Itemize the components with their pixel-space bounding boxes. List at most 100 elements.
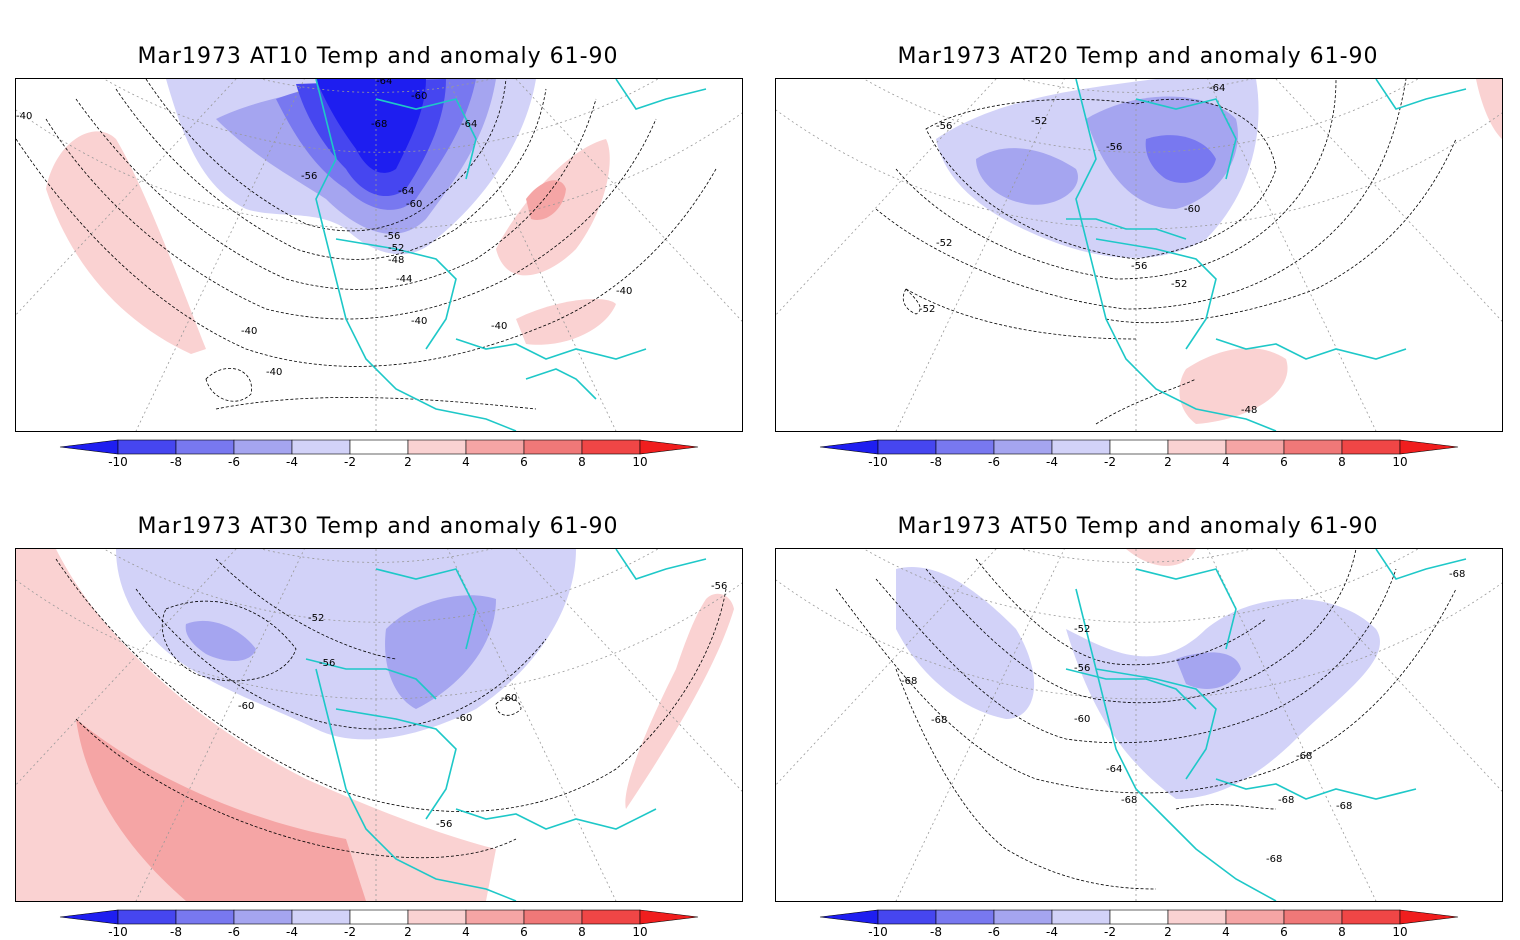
colorbar-arrow-left	[59, 439, 119, 455]
graticule	[16, 79, 742, 431]
coastlines	[305, 549, 707, 901]
colorbar-tick-label: 8	[578, 925, 586, 939]
contour-label: -64	[1209, 83, 1225, 94]
contour-label: -60	[1074, 714, 1090, 725]
colorbar-tick-label: 6	[520, 455, 528, 469]
colorbar-tick-label: -4	[1046, 925, 1058, 939]
colorbar-arrow-right	[639, 909, 699, 925]
colorbar-segment	[1167, 909, 1227, 925]
colorbar-tick-label: 10	[632, 455, 647, 469]
colorbar-tick-label: -6	[228, 455, 240, 469]
colorbar-tick-label: -6	[988, 455, 1000, 469]
contour-labels: -56 -52 -56 -60 -60 -60 -56	[238, 581, 727, 830]
anomaly-negative-region	[1066, 599, 1380, 799]
temperature-contours	[55, 558, 727, 859]
contour-label: -68	[1266, 854, 1282, 865]
colorbar-tick-label: -2	[1104, 455, 1116, 469]
colorbar-tick-label: -8	[170, 455, 182, 469]
map-svg: -68 -52 -56 -68 -68 -60 -64 -68 -68 -68 …	[776, 549, 1502, 901]
contour-label: -52	[1171, 279, 1187, 290]
colorbar-segment	[1109, 439, 1169, 455]
contour-label: -68	[1121, 795, 1137, 806]
contour-label: -68	[371, 119, 387, 130]
contour-label: -60	[1184, 204, 1200, 215]
colorbar-tick-label: 8	[1338, 925, 1346, 939]
contour-label: -56	[319, 658, 335, 669]
colorbar-segment	[117, 909, 177, 925]
anomaly-positive-region	[46, 131, 206, 354]
colorbar-tick-label: 6	[1280, 925, 1288, 939]
colorbar-segment	[993, 909, 1053, 925]
anomaly-negative-region	[896, 567, 1035, 719]
anomaly-negative-region	[1176, 652, 1241, 689]
colorbar-arrow-left	[59, 909, 119, 925]
colorbar-segment	[291, 439, 351, 455]
colorbar-segment	[935, 439, 995, 455]
colorbar-segment	[233, 909, 293, 925]
colorbar: -10 -8 -6 -4 -2 2 4 6 8 10	[819, 439, 1459, 469]
colorbar: -10 -8 -6 -4 -2 2 4 6 8 10	[59, 439, 699, 469]
colorbar-tick-label: -6	[228, 925, 240, 939]
contour-label: -52	[1031, 116, 1047, 127]
colorbar-tick-label: 4	[1222, 925, 1230, 939]
contour-label: -40	[491, 321, 507, 332]
contour-label: -40	[241, 326, 257, 337]
colorbar-tick-label: -10	[108, 455, 128, 469]
contour-label: -40	[616, 286, 632, 297]
map-frame: -64 -60 -68 -64 -56 -64 -60 -56 -52 -48 …	[15, 78, 743, 432]
contour-label: -56	[1106, 142, 1122, 153]
colorbar-segment	[1109, 909, 1169, 925]
colorbar-segment	[877, 909, 937, 925]
colorbar-tick-label: -2	[344, 925, 356, 939]
colorbar-tick-label: -4	[1046, 455, 1058, 469]
colorbar-tick-label: 4	[462, 455, 470, 469]
colorbar-tick-label: -6	[988, 925, 1000, 939]
colorbar-tick-label: -10	[108, 925, 128, 939]
colorbar-tick-label: 8	[1338, 455, 1346, 469]
contour-label: -68	[1449, 569, 1465, 580]
colorbar-segment	[581, 439, 641, 455]
contour-label: -60	[501, 693, 517, 704]
colorbar-segment	[349, 909, 409, 925]
contour-label: -52	[308, 613, 324, 624]
contour-label: -56	[1074, 663, 1090, 674]
colorbar-segment	[233, 439, 293, 455]
colorbar-segment	[1167, 439, 1227, 455]
contour-labels: -64 -60 -68 -64 -56 -64 -60 -56 -52 -48 …	[16, 79, 632, 378]
temperature-contours	[875, 79, 1457, 425]
colorbar-tick-label: -4	[286, 925, 298, 939]
contour-label: -48	[1241, 405, 1257, 416]
panel-title: Mar1973 AT30 Temp and anomaly 61-90	[137, 514, 619, 539]
colorbar-tick-label: -10	[868, 925, 888, 939]
contour-label: -60	[238, 701, 254, 712]
anomaly-negative-region	[1145, 135, 1216, 183]
contour-label: -68	[1296, 751, 1312, 762]
contour-labels: -68 -52 -56 -68 -68 -60 -64 -68 -68 -68 …	[901, 569, 1465, 865]
colorbar-tick-label: 4	[1222, 455, 1230, 469]
colorbar-tick-label: 10	[1392, 925, 1407, 939]
colorbar-tick-label: 2	[1164, 925, 1172, 939]
contour-label: -52	[919, 304, 935, 315]
colorbar: -10 -8 -6 -4 -2 2 4 6 8 10	[819, 909, 1459, 939]
contour-label: -56	[436, 819, 452, 830]
colorbar: -10 -8 -6 -4 -2 2 4 6 8 10	[59, 909, 699, 939]
colorbar-segment	[1283, 439, 1343, 455]
colorbar-tick-label: 8	[578, 455, 586, 469]
contour-label: -56	[936, 121, 952, 132]
contour-label: -64	[398, 186, 414, 197]
map-svg: -56 -52 -56 -60 -60 -60 -56	[16, 549, 742, 901]
panel-title: Mar1973 AT10 Temp and anomaly 61-90	[137, 44, 619, 69]
colorbar-segment	[1225, 909, 1285, 925]
contour-label: -40	[411, 316, 427, 327]
contour-label: -64	[461, 119, 477, 130]
colorbar-segment	[1341, 909, 1401, 925]
colorbar-tick-label: 4	[462, 925, 470, 939]
anomaly-negative-region	[316, 79, 426, 173]
colorbar-tick-label: 2	[404, 925, 412, 939]
contour-label: -56	[1131, 261, 1147, 272]
contour-label: -60	[406, 199, 422, 210]
colorbar-tick-label: 10	[1392, 455, 1407, 469]
colorbar-tick-label: 10	[632, 925, 647, 939]
map-frame: -64 -56 -52 -56 -60 -52 -56 -52 -52 -48	[775, 78, 1503, 432]
colorbar-tick-label: 6	[520, 925, 528, 939]
